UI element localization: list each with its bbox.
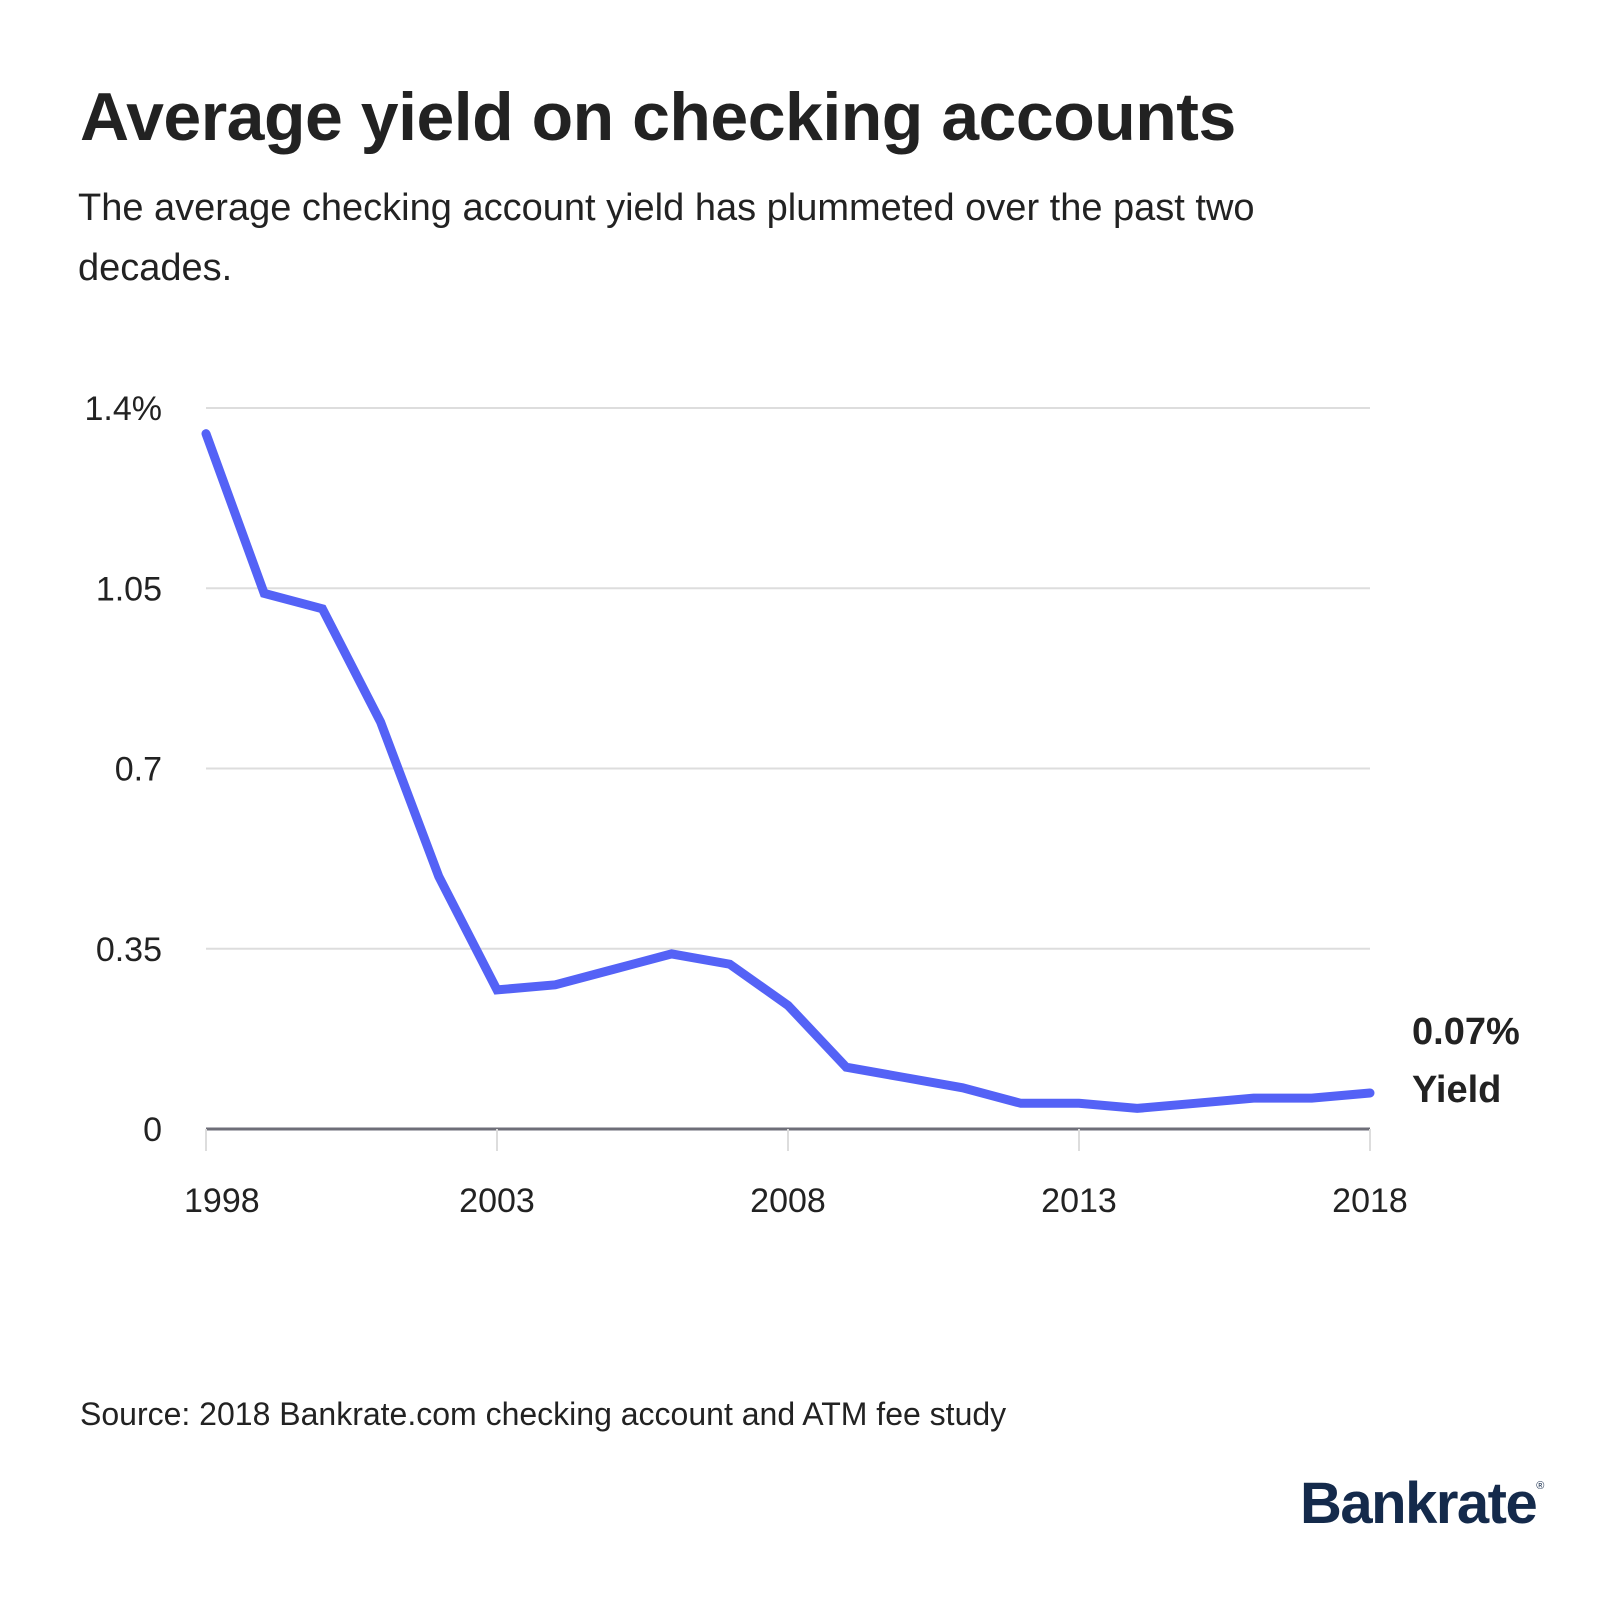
data-point [554,984,556,986]
data-point [962,1087,964,1089]
data-point [671,953,673,955]
logo-text: Bankrate [1300,1471,1538,1536]
x-tick-label: 2018 [1332,1182,1408,1220]
data-point [1020,1102,1022,1104]
data-point [263,592,265,594]
data-point [1369,1092,1371,1094]
data-point [496,989,498,991]
yield-series-line [201,429,1375,1113]
y-tick-label: 0.35 [96,931,162,969]
end-annotation: 0.07% Yield [1412,1011,1520,1111]
data-point [1078,1102,1080,1104]
x-axis-tick-labels: 1998 2003 2008 2013 2018 [184,1182,1408,1220]
data-point [1253,1097,1255,1099]
x-tick-label: 2013 [1041,1182,1117,1220]
data-point [1136,1107,1138,1109]
data-point [845,1066,847,1068]
data-point [438,876,440,878]
logo-registered-mark: ® [1536,1480,1545,1492]
series-name-label: Yield [1412,1069,1501,1111]
y-tick-label: 0.7 [115,751,162,789]
data-point [205,433,207,435]
data-point [380,721,382,723]
grid-lines [206,407,1370,950]
data-point [1194,1102,1196,1104]
data-series [201,429,1375,1113]
data-point [1311,1097,1313,1099]
x-tick-label: 2003 [459,1182,535,1220]
data-point [729,963,731,965]
x-tick-label: 2008 [750,1182,826,1220]
end-value-label: 0.07% [1412,1011,1520,1053]
y-tick-label: 1.4% [85,390,163,428]
chart-title: Average yield on checking accounts [80,79,1236,155]
y-tick-label: 0 [143,1111,162,1149]
y-axis-tick-labels: 0 0.35 0.7 1.05 1.4% [85,390,163,1149]
y-tick-label: 1.05 [96,570,162,608]
bankrate-logo: Bankrate® [1300,1470,1544,1537]
data-point [612,968,614,970]
chart-subtitle: The average checking account yield has p… [78,187,1255,289]
data-point [787,1004,789,1006]
x-tick-label: 1998 [184,1182,260,1220]
x-axis [205,1127,1371,1151]
source-note: Source: 2018 Bankrate.com checking accou… [80,1396,1007,1432]
data-point [321,608,323,610]
data-point [903,1077,905,1079]
